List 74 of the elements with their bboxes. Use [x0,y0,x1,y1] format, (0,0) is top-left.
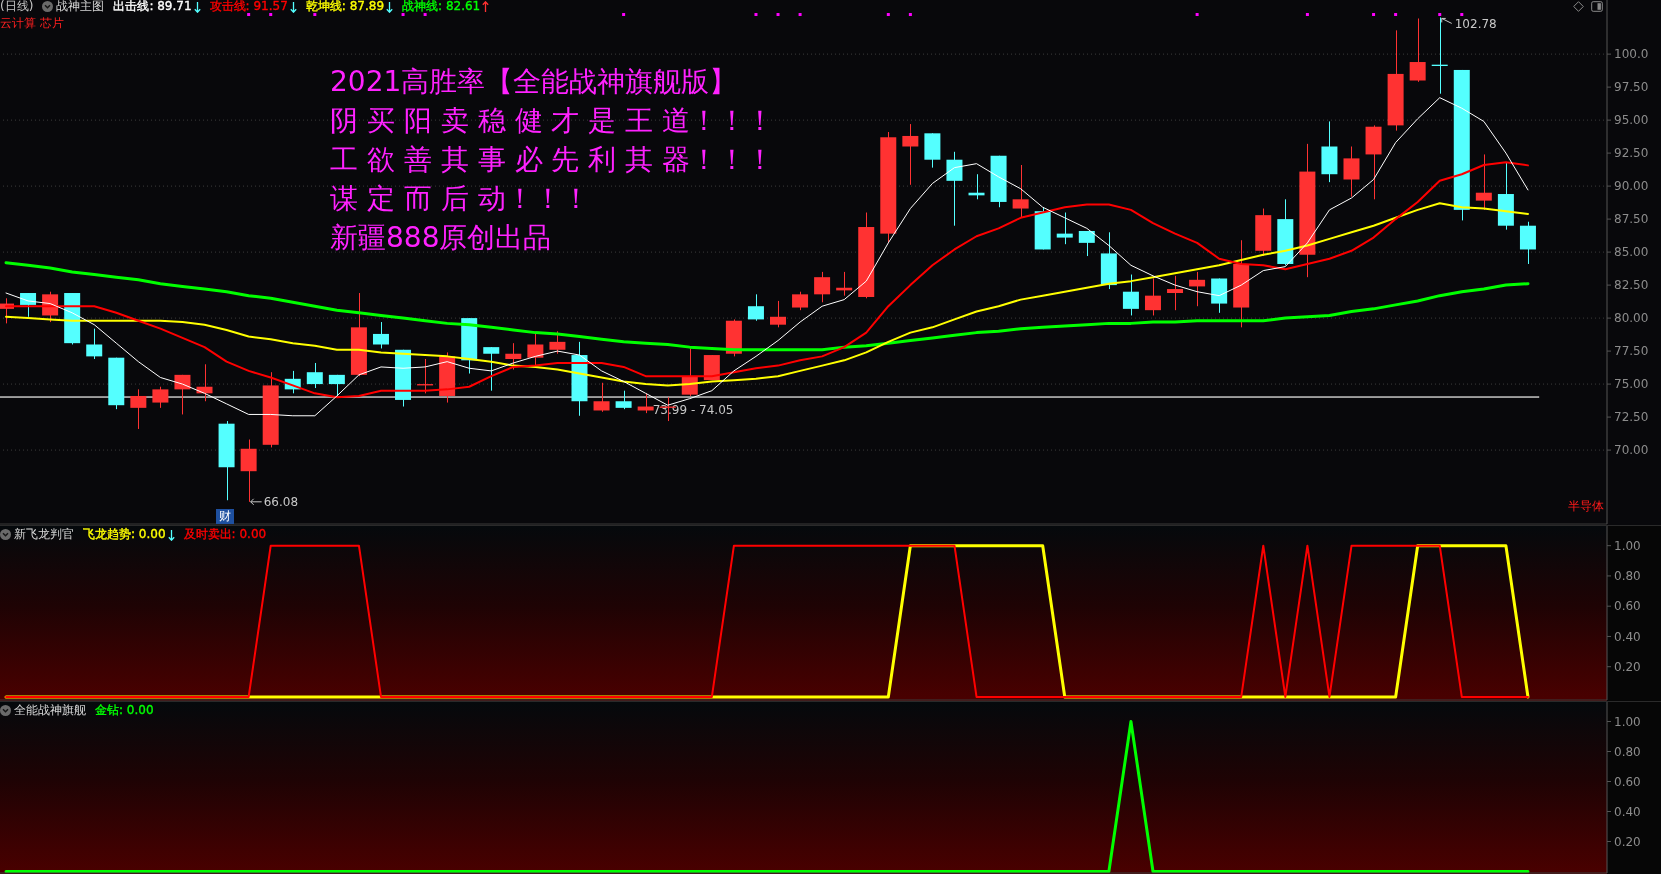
candlestick [747,293,764,322]
candlestick [483,346,500,392]
candlestick [814,271,831,303]
text: 战神线: 82.61 [402,0,481,13]
y-tick-label: 1.00 [1614,714,1641,729]
y-tick-label: 100.0 [1614,47,1649,62]
y-tick-label: 0.40 [1614,804,1641,819]
annotation: 战神主图 [56,0,105,13]
y-tick-label: 0.20 [1614,659,1641,674]
annotation: 新飞龙判官 [14,527,74,541]
candlestick [1519,221,1536,265]
candlestick [902,123,919,186]
candlestick [1167,275,1184,311]
candlestick [306,362,323,389]
candlestick [1475,153,1492,211]
y-tick-label: 90.00 [1614,179,1649,194]
annotation: 全能战神旗舰 [14,703,86,717]
line-series [4,261,1530,352]
text: 乾坤线: 87.89 [305,0,385,13]
y-tick-label: 0.80 [1614,569,1641,584]
text: 金钻: 0.00 [95,703,154,717]
annotation: 2021高胜率【全能战神旗舰版】 [330,64,738,100]
y-tick-label: 0.80 [1614,744,1641,759]
y-tick-label: 0.20 [1614,834,1641,849]
candlestick [372,321,389,349]
candlestick [1144,278,1161,316]
annotation: 102.78 [1454,17,1497,32]
text: 出击线: 89.71 [113,0,192,13]
candlestick [1012,164,1029,219]
y-tick-label: 77.50 [1614,344,1649,359]
text: 云计算 芯片 [0,16,64,30]
candlestick [549,330,566,355]
y-tick-label: 0.60 [1614,774,1641,789]
y-tick-label: 0.40 [1614,629,1641,644]
annotation: 谋 定 而 后 动！！！ [330,181,590,217]
candlestick [1056,212,1073,245]
y-tick-label: 75.00 [1614,377,1649,392]
annotation: 新疆888原创出品 [330,220,552,256]
text: 飞龙趋势: 0.00 [83,527,166,541]
candlestick [593,382,610,413]
y-tick-label: 85.00 [1614,245,1649,260]
candlestick [130,388,147,430]
text: 半导体 [1568,499,1604,513]
y-tick-label: 97.50 [1614,80,1649,95]
y-tick-label: 0.60 [1614,599,1641,614]
text: 攻击线: 91.57 [209,0,288,13]
annotation: 66.08 [263,495,299,510]
candlestick [792,291,809,311]
y-tick-label: 92.50 [1614,146,1649,161]
candlestick [1343,146,1360,198]
candlestick [946,151,963,227]
y-tick-label: 1.00 [1614,538,1641,553]
chart-title: (日线) [0,0,34,13]
series-label: 及时卖出: 0.00 [183,527,267,541]
candlestick [86,328,103,360]
annotation: 财 [216,509,234,524]
y-tick-label: 82.50 [1614,278,1649,293]
candlestick [152,386,169,409]
candlestick [615,390,632,410]
candlestick [1078,230,1095,257]
candlestick [527,333,544,367]
y-tick-label: 80.00 [1614,311,1649,326]
candlestick [1409,17,1426,83]
annotation: 工 欲 善 其 事 必 先 利 其 器！！！ [330,142,775,178]
y-tick-label: 72.50 [1614,410,1649,425]
annotation: 阴 买 阳 卖 稳 健 才 是 王 道！！！ [330,103,775,139]
candlestick [1122,274,1139,316]
candlestick [770,300,786,328]
line-series [5,97,1529,417]
y-tick-label: 70.00 [1614,443,1649,458]
y-tick-label: 95.00 [1614,113,1649,128]
y-tick-label: 87.50 [1614,212,1649,227]
candlestick [505,342,522,371]
candlestick [1189,271,1206,307]
